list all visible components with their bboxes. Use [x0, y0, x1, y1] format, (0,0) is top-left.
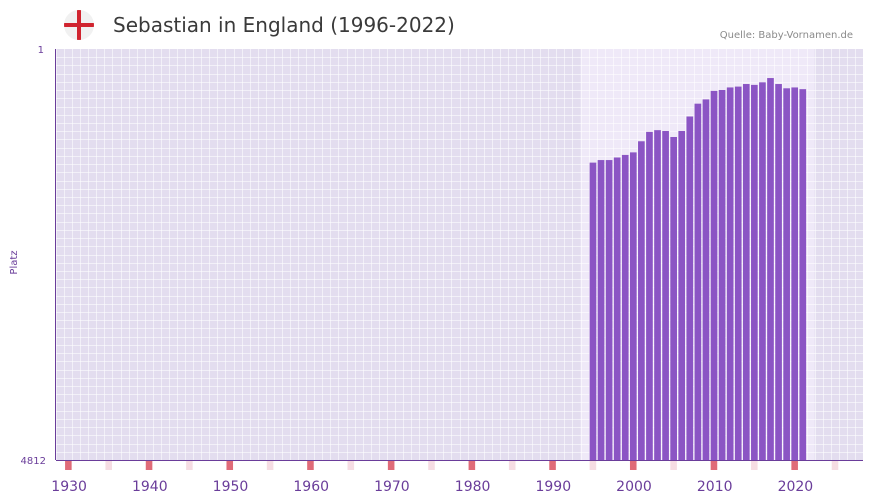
year-marker-1950 — [226, 461, 234, 470]
bar-2003 — [646, 131, 653, 461]
bar-2010 — [702, 99, 710, 460]
year-marker-1945 — [186, 461, 193, 470]
y-axis-label: Platz — [9, 250, 20, 274]
x-tick-label-2000: 2000 — [616, 479, 652, 495]
x-tick-label-1930: 1930 — [51, 479, 87, 495]
year-marker-2000 — [629, 461, 637, 470]
bar-1998 — [605, 160, 613, 461]
year-marker-1990 — [549, 461, 556, 470]
chart-title: Sebastian in England (1996-2022) — [113, 13, 455, 37]
bar-2008 — [686, 116, 694, 461]
year-marker-1970 — [387, 461, 395, 470]
chart-header: Sebastian in England (1996-2022) Quelle:… — [0, 0, 873, 48]
bar-2022 — [799, 89, 807, 460]
y-tick-label-bottom: 4812 — [21, 456, 46, 467]
bar-2001 — [629, 152, 637, 460]
bar-2006 — [670, 136, 677, 460]
bar-2019 — [775, 84, 782, 460]
bar-2005 — [662, 131, 669, 460]
bar-2009 — [694, 103, 702, 460]
x-tick-label-1990: 1990 — [535, 479, 571, 495]
bar-2016 — [751, 84, 758, 460]
bar-1996 — [589, 162, 597, 461]
year-marker-1935 — [105, 461, 112, 470]
x-tick-label-1970: 1970 — [374, 479, 410, 495]
x-tick-label-1960: 1960 — [293, 479, 329, 495]
bar-2002 — [638, 141, 645, 461]
year-marker-1955 — [266, 461, 274, 470]
year-marker-2015 — [751, 461, 758, 470]
year-marker-2005 — [670, 461, 677, 470]
bar-1997 — [597, 160, 605, 461]
year-marker-1985 — [508, 461, 516, 470]
year-marker-1975 — [428, 461, 435, 470]
x-tick-label-1950: 1950 — [213, 479, 249, 495]
bar-2020 — [783, 88, 790, 461]
bar-2007 — [678, 131, 686, 460]
year-marker-1980 — [468, 461, 476, 470]
bar-2014 — [734, 86, 742, 460]
bar-2000 — [621, 154, 629, 460]
year-marker-1940 — [145, 461, 153, 470]
year-marker-1960 — [307, 461, 314, 470]
year-marker-1995 — [589, 461, 597, 470]
bar-1999 — [613, 157, 621, 460]
x-tick-label-1980: 1980 — [455, 479, 491, 495]
bar-2013 — [726, 87, 734, 461]
year-marker-2025 — [831, 461, 839, 470]
bar-2021 — [791, 87, 799, 461]
bar-2017 — [759, 82, 766, 461]
year-marker-2020 — [791, 461, 798, 470]
bar-2012 — [718, 90, 726, 460]
year-marker-1930 — [65, 461, 72, 470]
bar-2011 — [710, 90, 718, 460]
y-tick-label-top: 1 — [38, 45, 44, 56]
x-tick-label-2010: 2010 — [697, 479, 733, 495]
england-flag-icon — [64, 10, 94, 40]
bar-2004 — [654, 130, 661, 460]
source-label: Quelle: Baby-Vornamen.de — [719, 30, 853, 41]
bar-2015 — [742, 84, 750, 460]
year-marker-1965 — [347, 461, 355, 470]
year-marker-2010 — [710, 461, 718, 470]
x-tick-label-2020: 2020 — [778, 479, 814, 495]
bar-2018 — [767, 78, 774, 461]
x-tick-label-1940: 1940 — [132, 479, 168, 495]
